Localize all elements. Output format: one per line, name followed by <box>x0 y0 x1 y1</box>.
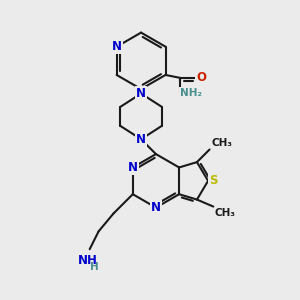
Text: NH₂: NH₂ <box>180 88 202 98</box>
Text: NH: NH <box>78 254 98 267</box>
Text: O: O <box>196 71 206 84</box>
Text: S: S <box>209 174 218 187</box>
Text: N: N <box>136 133 146 146</box>
Text: CH₃: CH₃ <box>211 138 232 148</box>
Text: N: N <box>136 87 146 100</box>
Text: N: N <box>151 201 161 214</box>
Text: N: N <box>128 161 138 174</box>
Text: N: N <box>112 40 122 53</box>
Text: CH₃: CH₃ <box>215 208 236 218</box>
Text: H: H <box>90 262 98 272</box>
